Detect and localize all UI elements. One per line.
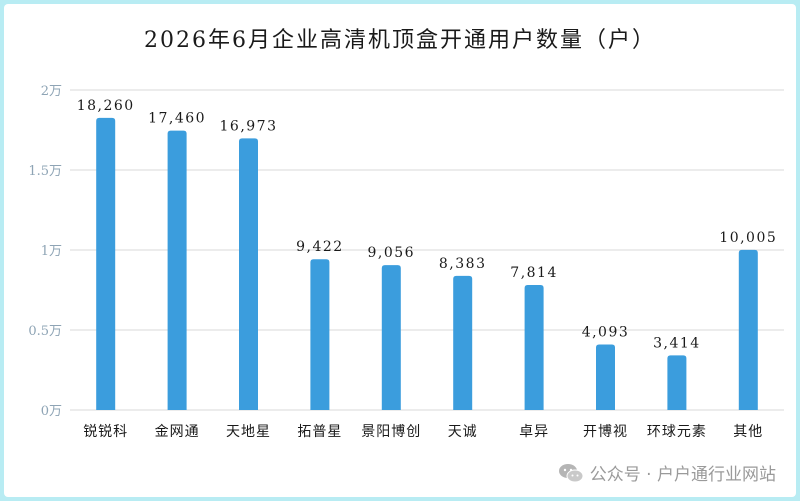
data-label: 7,814 xyxy=(510,265,558,281)
bar xyxy=(453,275,473,410)
x-tick-label: 天地星 xyxy=(226,424,271,440)
bar-chart: 0万 0.5万 1万 1.5万 2万 18,260 锐锐科 17,460 金网通 16,973 天地… xyxy=(28,84,784,440)
data-label: 16,973 xyxy=(220,118,278,134)
x-tick-label: 景阳博创 xyxy=(361,423,421,440)
chart-frame: 2026年6月企业高清机顶盒开通用户数量（户） 0万 0.5万 1万 1.5万 2万 18… xyxy=(4,4,796,497)
watermark: 公众号 · 户户通行业网站 xyxy=(558,460,776,485)
data-label: 9,056 xyxy=(368,245,416,261)
bar xyxy=(738,249,758,410)
bar xyxy=(667,355,687,410)
data-label: 9,422 xyxy=(296,239,344,255)
bar xyxy=(310,259,330,410)
data-label: 4,093 xyxy=(582,325,630,341)
watermark-text: 公众号 · 户户通行业网站 xyxy=(589,465,776,485)
data-label: 3,414 xyxy=(653,335,701,351)
x-tick-label: 拓普星 xyxy=(297,424,342,440)
x-tick-label: 其他 xyxy=(733,424,763,440)
y-tick-label: 2万 xyxy=(41,84,62,99)
y-tick-label: 1万 xyxy=(41,244,62,259)
y-tick-label: 0万 xyxy=(41,404,62,419)
bar xyxy=(167,130,187,410)
bar xyxy=(524,284,544,410)
x-tick-label: 开博视 xyxy=(583,423,628,440)
bar xyxy=(596,344,615,410)
chart-title: 2026年6月企业高清机顶盒开通用户数量（户） xyxy=(144,28,656,53)
wechat-icon xyxy=(558,463,584,482)
x-tick-label: 金网通 xyxy=(155,424,200,440)
data-label: 8,383 xyxy=(439,256,487,272)
data-label: 17,460 xyxy=(148,111,206,127)
bar xyxy=(381,265,401,410)
data-label: 18,260 xyxy=(77,98,135,114)
x-tick-label: 锐锐科 xyxy=(83,424,128,440)
bar xyxy=(96,117,116,410)
y-tick-label: 1.5万 xyxy=(28,164,62,179)
x-tick-label: 环球元素 xyxy=(647,424,707,440)
bar xyxy=(239,138,258,410)
y-tick-label: 0.5万 xyxy=(28,324,62,339)
data-label: 10,005 xyxy=(719,230,777,246)
x-tick-label: 卓异 xyxy=(519,424,549,440)
x-tick-label: 天诚 xyxy=(448,424,478,440)
